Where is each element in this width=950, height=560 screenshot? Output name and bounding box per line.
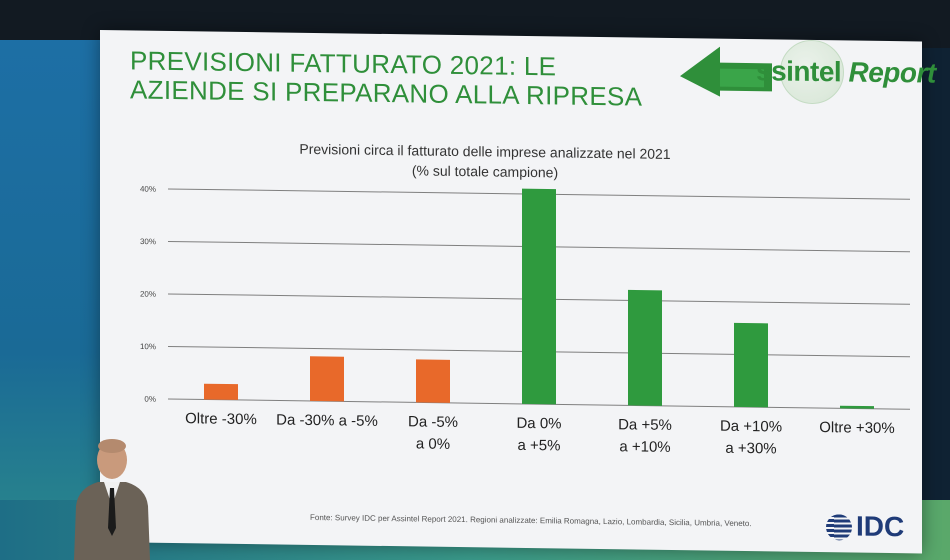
x-tick-label: Da -30% a -5% [276, 411, 378, 429]
x-tick-label: Da +10% [720, 418, 782, 436]
assintel-report-logo: ssintel Report [680, 38, 936, 105]
x-tick-label: a +30% [725, 440, 776, 458]
presentation-slide: PREVISIONI FATTURATO 2021: LE AZIENDE SI… [100, 30, 936, 554]
idc-wordmark: IDC [856, 510, 905, 543]
presenter-figure [74, 439, 150, 560]
bar [840, 405, 874, 409]
x-tick-label: Da 0% [516, 415, 561, 433]
bar [734, 322, 768, 408]
x-tick-label: Da -5% [408, 413, 458, 431]
y-tick-label: 30% [140, 237, 156, 246]
bar [628, 289, 662, 406]
bar [416, 359, 450, 403]
arrow-a-logo-icon [680, 46, 772, 97]
y-tick-label: 10% [140, 342, 156, 351]
bar [310, 356, 344, 402]
x-tick-label: Oltre -30% [185, 410, 257, 428]
x-tick-label: Da +5% [618, 416, 672, 434]
x-tick-label: a +10% [619, 438, 670, 456]
idc-logo: IDC [826, 508, 922, 549]
idc-globe-icon [826, 514, 852, 541]
x-tick-label: a +5% [518, 437, 561, 455]
y-tick-label: 0% [144, 395, 156, 404]
x-tick-label: a 0% [416, 435, 450, 452]
x-tick-label: Oltre +30% [819, 419, 894, 437]
bar-chart: 0% 10% 20% 30% 40% Oltre -30% Da -30% a -5% Da … [140, 185, 910, 458]
y-tick-label: 40% [140, 185, 156, 194]
bar [204, 383, 238, 400]
y-tick-label: 20% [140, 290, 156, 299]
source-note: Fonte: Survey IDC per Assintel Report 20… [310, 512, 752, 529]
bar [522, 188, 556, 405]
